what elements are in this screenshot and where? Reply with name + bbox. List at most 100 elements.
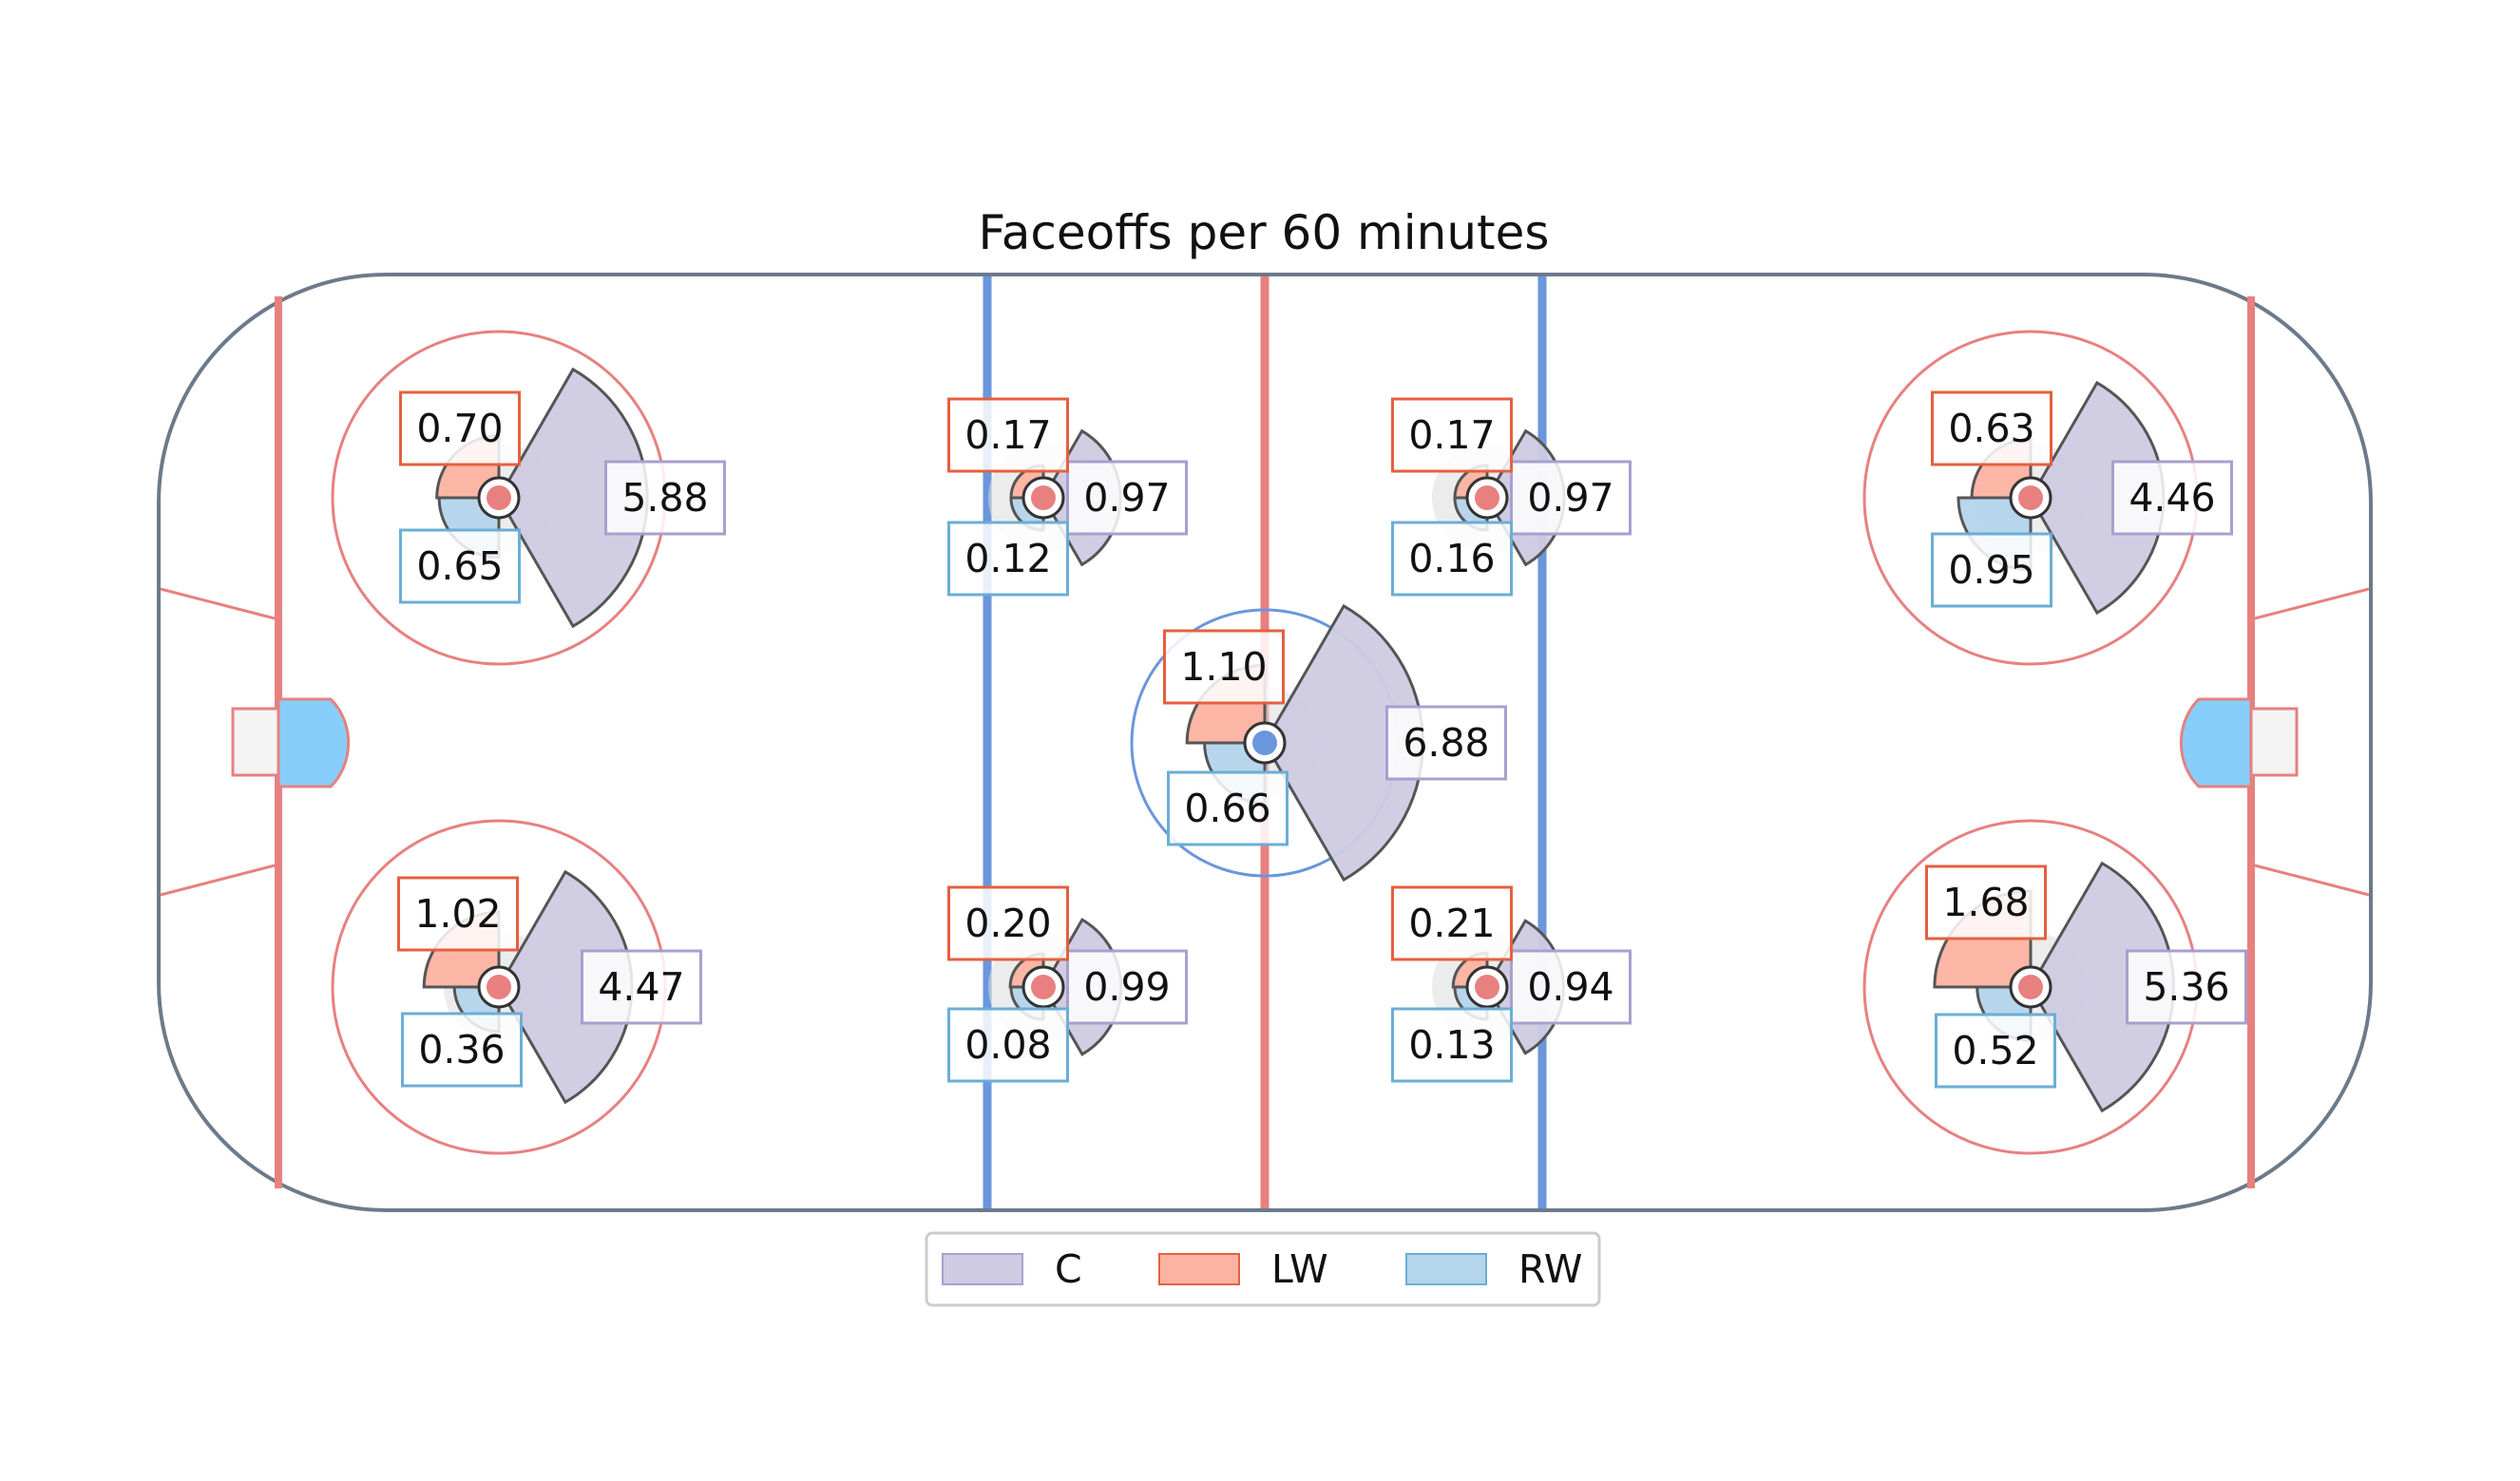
label-lw-box [397, 876, 519, 952]
legend-swatch-lw [1158, 1253, 1240, 1285]
label-rw: 0.95 [1931, 532, 2052, 608]
label-c-box [1510, 460, 1632, 536]
label-c: 5.36 [2126, 949, 2247, 1025]
label-c-box [1385, 705, 1507, 781]
label-rw: 0.36 [401, 1012, 523, 1088]
legend-swatch-c [942, 1253, 1023, 1285]
legend-swatch-rw [1405, 1253, 1487, 1285]
label-lw-box [1391, 397, 1513, 473]
label-lw: 0.21 [1391, 885, 1513, 961]
legend: C LW RW [925, 1231, 1601, 1307]
label-rw-box [947, 521, 1069, 597]
label-lw: 0.17 [947, 397, 1069, 473]
faceoff-dot [487, 485, 511, 510]
label-lw-text: 0.70 [416, 406, 503, 451]
label-rw: 0.52 [1935, 1013, 2056, 1089]
label-lw: 0.70 [399, 390, 521, 466]
label-rw-text: 0.66 [1184, 786, 1270, 831]
trapezoid-line [160, 863, 279, 897]
label-c: 4.46 [2111, 460, 2233, 536]
label-c: 0.99 [1066, 949, 1188, 1025]
label-lw-box [399, 390, 521, 466]
label-c-box [1066, 460, 1188, 536]
label-c-text: 0.99 [1083, 964, 1170, 1010]
label-rw: 0.12 [947, 521, 1069, 597]
label-lw-box [1163, 629, 1285, 705]
label-rw-box [947, 1007, 1069, 1083]
label-c-text: 6.88 [1403, 720, 1489, 766]
label-lw-text: 0.63 [1948, 406, 2034, 451]
label-rw-box [1391, 521, 1513, 597]
label-c-box [1066, 949, 1188, 1025]
label-lw-text: 0.20 [964, 901, 1051, 946]
faceoff-dot [1031, 975, 1056, 999]
crease-right [2179, 697, 2253, 788]
label-c: 0.97 [1066, 460, 1188, 536]
label-lw-box [1391, 885, 1513, 961]
label-lw-text: 0.17 [1408, 412, 1495, 458]
legend-label-lw: LW [1271, 1246, 1328, 1292]
net-right [2249, 707, 2299, 777]
label-c-box [1510, 949, 1632, 1025]
label-c-text: 5.88 [621, 475, 708, 521]
label-rw-box [399, 528, 521, 604]
trapezoid-line [2250, 863, 2370, 897]
faceoff-dot [1475, 485, 1499, 510]
label-rw-box [1391, 1007, 1513, 1083]
crease-left [277, 697, 351, 788]
label-rw-text: 0.52 [1952, 1028, 2038, 1073]
label-c: 4.47 [581, 949, 702, 1025]
label-c-text: 4.47 [598, 964, 684, 1010]
label-lw: 1.68 [1925, 864, 2047, 940]
label-c: 6.88 [1385, 705, 1507, 781]
label-rw-text: 0.16 [1408, 536, 1495, 581]
label-lw-box [1931, 390, 2052, 466]
legend-label-rw: RW [1518, 1246, 1582, 1292]
label-lw-box [947, 397, 1069, 473]
label-lw: 1.02 [397, 876, 519, 952]
label-lw-text: 1.10 [1180, 644, 1267, 690]
chart-title: Faceoffs per 60 minutes [979, 205, 1550, 260]
label-rw: 0.66 [1167, 770, 1289, 846]
legend-box [925, 1231, 1601, 1307]
faceoff-dot [487, 975, 511, 999]
label-rw: 0.08 [947, 1007, 1069, 1083]
label-c-text: 4.46 [2129, 475, 2215, 521]
label-lw-box [1925, 864, 2047, 940]
label-rw-box [1935, 1013, 2056, 1089]
legend-label-c: C [1055, 1246, 1082, 1292]
label-rw-text: 0.08 [964, 1022, 1051, 1068]
faceoff-dot [1475, 975, 1499, 999]
trapezoid-line [2250, 587, 2370, 621]
label-rw-text: 0.36 [418, 1027, 505, 1073]
label-rw-box [401, 1012, 523, 1088]
label-rw-text: 0.13 [1408, 1022, 1495, 1068]
label-rw-text: 0.65 [416, 543, 503, 589]
label-c: 5.88 [604, 460, 726, 536]
label-rw: 0.13 [1391, 1007, 1513, 1083]
label-lw: 0.17 [1391, 397, 1513, 473]
label-c: 0.97 [1510, 460, 1632, 536]
label-rw: 0.65 [399, 528, 521, 604]
trapezoid-line [160, 587, 279, 621]
label-lw-text: 0.21 [1408, 901, 1495, 946]
value-labels: 5.88 0.70 0.65 4.47 1.02 0.36 0.97 0.17 0.12 0.99… [397, 390, 2247, 1089]
label-rw: 0.16 [1391, 521, 1513, 597]
label-c-text: 0.97 [1083, 475, 1170, 521]
faceoff-dot [1252, 731, 1277, 755]
label-lw-text: 1.68 [1942, 880, 2029, 925]
faceoff-dot [2018, 485, 2043, 510]
faceoff-dot [1031, 485, 1056, 510]
label-rw-text: 0.12 [964, 536, 1051, 581]
label-rw-text: 0.95 [1948, 547, 2034, 593]
faceoff-dot [2018, 975, 2043, 999]
label-lw: 1.10 [1163, 629, 1285, 705]
label-c-box [581, 949, 702, 1025]
label-c-text: 0.94 [1527, 964, 1613, 1010]
label-rw-box [1931, 532, 2052, 608]
label-lw: 0.20 [947, 885, 1069, 961]
label-rw-box [1167, 770, 1289, 846]
label-c-box [2111, 460, 2233, 536]
label-lw-text: 0.17 [964, 412, 1051, 458]
